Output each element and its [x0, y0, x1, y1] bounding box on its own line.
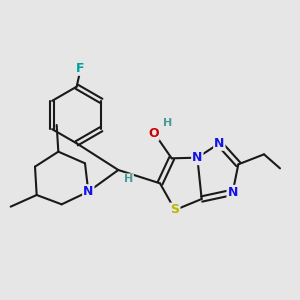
Text: H: H	[124, 174, 133, 184]
Text: N: N	[83, 185, 94, 198]
Text: N: N	[214, 137, 224, 150]
Text: N: N	[227, 186, 238, 199]
Text: N: N	[192, 151, 202, 164]
Text: H: H	[163, 118, 172, 128]
Text: S: S	[170, 203, 179, 217]
Text: F: F	[76, 62, 84, 75]
Text: O: O	[148, 127, 159, 140]
